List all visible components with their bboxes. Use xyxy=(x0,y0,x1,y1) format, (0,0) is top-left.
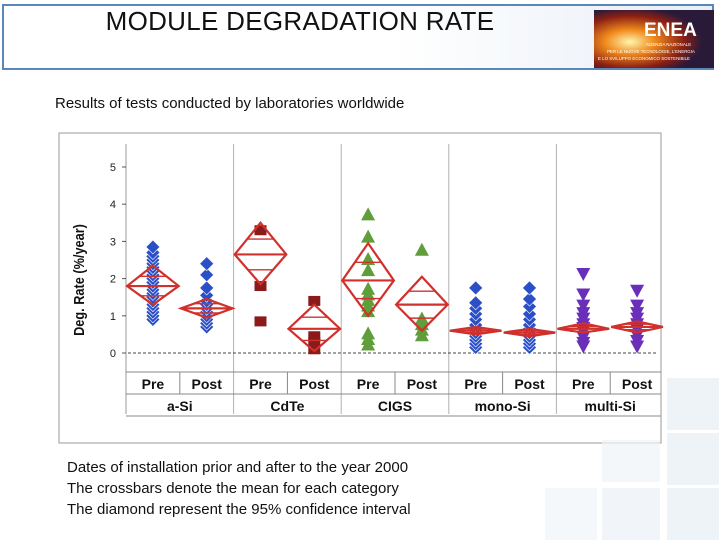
data-point xyxy=(576,299,591,313)
data-point xyxy=(522,280,537,296)
data-point xyxy=(630,284,645,298)
data-point xyxy=(254,316,267,327)
confidence-diamond xyxy=(340,241,396,318)
technology-label: CdTe xyxy=(270,398,304,414)
data-point xyxy=(145,239,161,255)
data-point xyxy=(522,291,537,307)
page-title: MODULE DEGRADATION RATE xyxy=(105,6,495,36)
data-point xyxy=(630,307,645,321)
decor-square xyxy=(667,488,719,540)
period-label: Pre xyxy=(357,376,380,392)
notes: Dates of installation prior and after to… xyxy=(67,457,411,520)
period-label: Post xyxy=(192,376,223,392)
logo-line-2: PER LE NUOVE TECNOLOGIE, L'ENERGIA xyxy=(607,49,695,54)
period-label: Pre xyxy=(249,376,272,392)
confidence-diamond xyxy=(611,320,664,334)
confidence-diamond xyxy=(394,275,450,333)
y-tick-label: 1 xyxy=(110,311,116,323)
data-point xyxy=(630,299,645,313)
data-point xyxy=(254,281,267,292)
decor-square xyxy=(667,433,719,485)
data-point xyxy=(414,242,429,256)
data-point xyxy=(361,281,376,295)
degradation-chart: 0 1 2 3 4 5 Deg. Rate (%/year) Pre Post Pre Post Pr… xyxy=(58,132,664,444)
data-point xyxy=(199,287,215,303)
enea-logo: ENEA AGENZIA NAZIONALE PER LE NUOVE TECN… xyxy=(594,10,714,68)
confidence-diamond xyxy=(177,297,236,319)
data-point xyxy=(361,229,376,243)
data-point xyxy=(308,331,321,342)
confidence-diamond xyxy=(503,327,556,338)
page-subtitle: Results of tests conducted by laboratori… xyxy=(55,95,405,112)
confidence-diamond xyxy=(233,221,288,286)
data-point xyxy=(361,263,376,277)
data-point xyxy=(576,268,591,282)
confidence-diamond xyxy=(449,325,502,336)
data-point xyxy=(576,307,591,321)
note-diamonds: The diamond represent the 95% confidence… xyxy=(67,501,411,518)
logo-wordmark: ENEA xyxy=(644,20,697,41)
data-point xyxy=(308,344,321,355)
data-point xyxy=(576,288,591,302)
technology-label: a-Si xyxy=(167,398,193,414)
period-label: Post xyxy=(622,376,653,392)
data-point xyxy=(199,280,215,296)
y-tick-label: 0 xyxy=(110,348,116,360)
chart-frame xyxy=(58,132,662,444)
decor-square xyxy=(545,488,597,540)
data-point xyxy=(522,306,537,322)
note-installation-dates: Dates of installation prior and after to… xyxy=(67,459,409,476)
technology-label: mono-Si xyxy=(475,398,531,414)
data-point xyxy=(468,280,484,296)
confidence-diamond xyxy=(557,322,610,334)
technology-label: multi-Si xyxy=(585,398,636,414)
data-point xyxy=(308,295,321,306)
y-tick-label: 4 xyxy=(110,199,116,211)
y-tick-label: 5 xyxy=(110,162,116,174)
y-tick-label: 3 xyxy=(110,236,116,248)
data-point xyxy=(308,336,321,347)
period-label: Pre xyxy=(572,376,595,392)
period-label: Post xyxy=(407,376,438,392)
period-label: Pre xyxy=(142,376,165,392)
decor-square xyxy=(667,378,719,430)
logo-background xyxy=(594,10,714,68)
logo-line-3: E LO SVILUPPO ECONOMICO SOSTENIBILE xyxy=(598,56,690,61)
data-point xyxy=(254,225,267,236)
confidence-diamond xyxy=(125,264,181,306)
note-crossbars: The crossbars denote the mean for each c… xyxy=(67,480,399,497)
period-label: Post xyxy=(514,376,545,392)
data-point xyxy=(468,295,484,311)
data-point xyxy=(199,256,215,272)
confidence-diamond xyxy=(286,303,342,353)
technology-label: CIGS xyxy=(378,398,412,414)
y-axis-label: Deg. Rate (%/year) xyxy=(70,224,87,336)
data-point xyxy=(361,207,376,221)
period-label: Post xyxy=(299,376,330,392)
y-tick-label: 2 xyxy=(110,274,116,286)
data-point xyxy=(361,326,376,340)
period-label: Pre xyxy=(464,376,487,392)
decor-square xyxy=(602,440,660,482)
logo-line-1: AGENZIA NAZIONALE xyxy=(646,42,691,47)
decor-square xyxy=(602,488,660,540)
data-point xyxy=(522,299,537,314)
data-point xyxy=(199,267,215,283)
